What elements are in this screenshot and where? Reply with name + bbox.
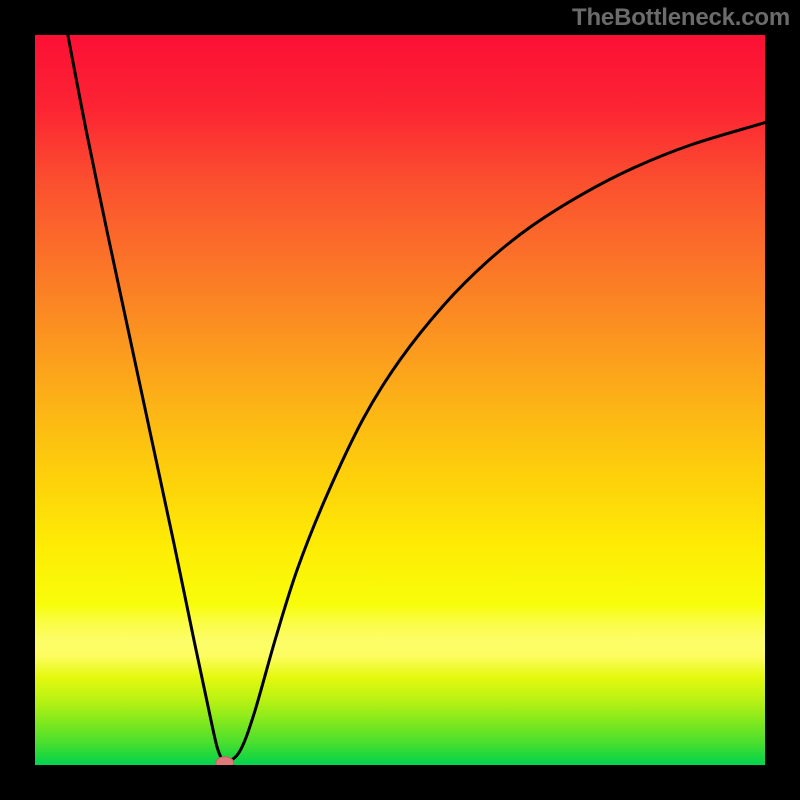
chart-svg — [35, 35, 765, 765]
chart-container — [35, 35, 765, 765]
watermark-text: TheBottleneck.com — [572, 4, 790, 32]
highlight-marker — [216, 757, 234, 765]
